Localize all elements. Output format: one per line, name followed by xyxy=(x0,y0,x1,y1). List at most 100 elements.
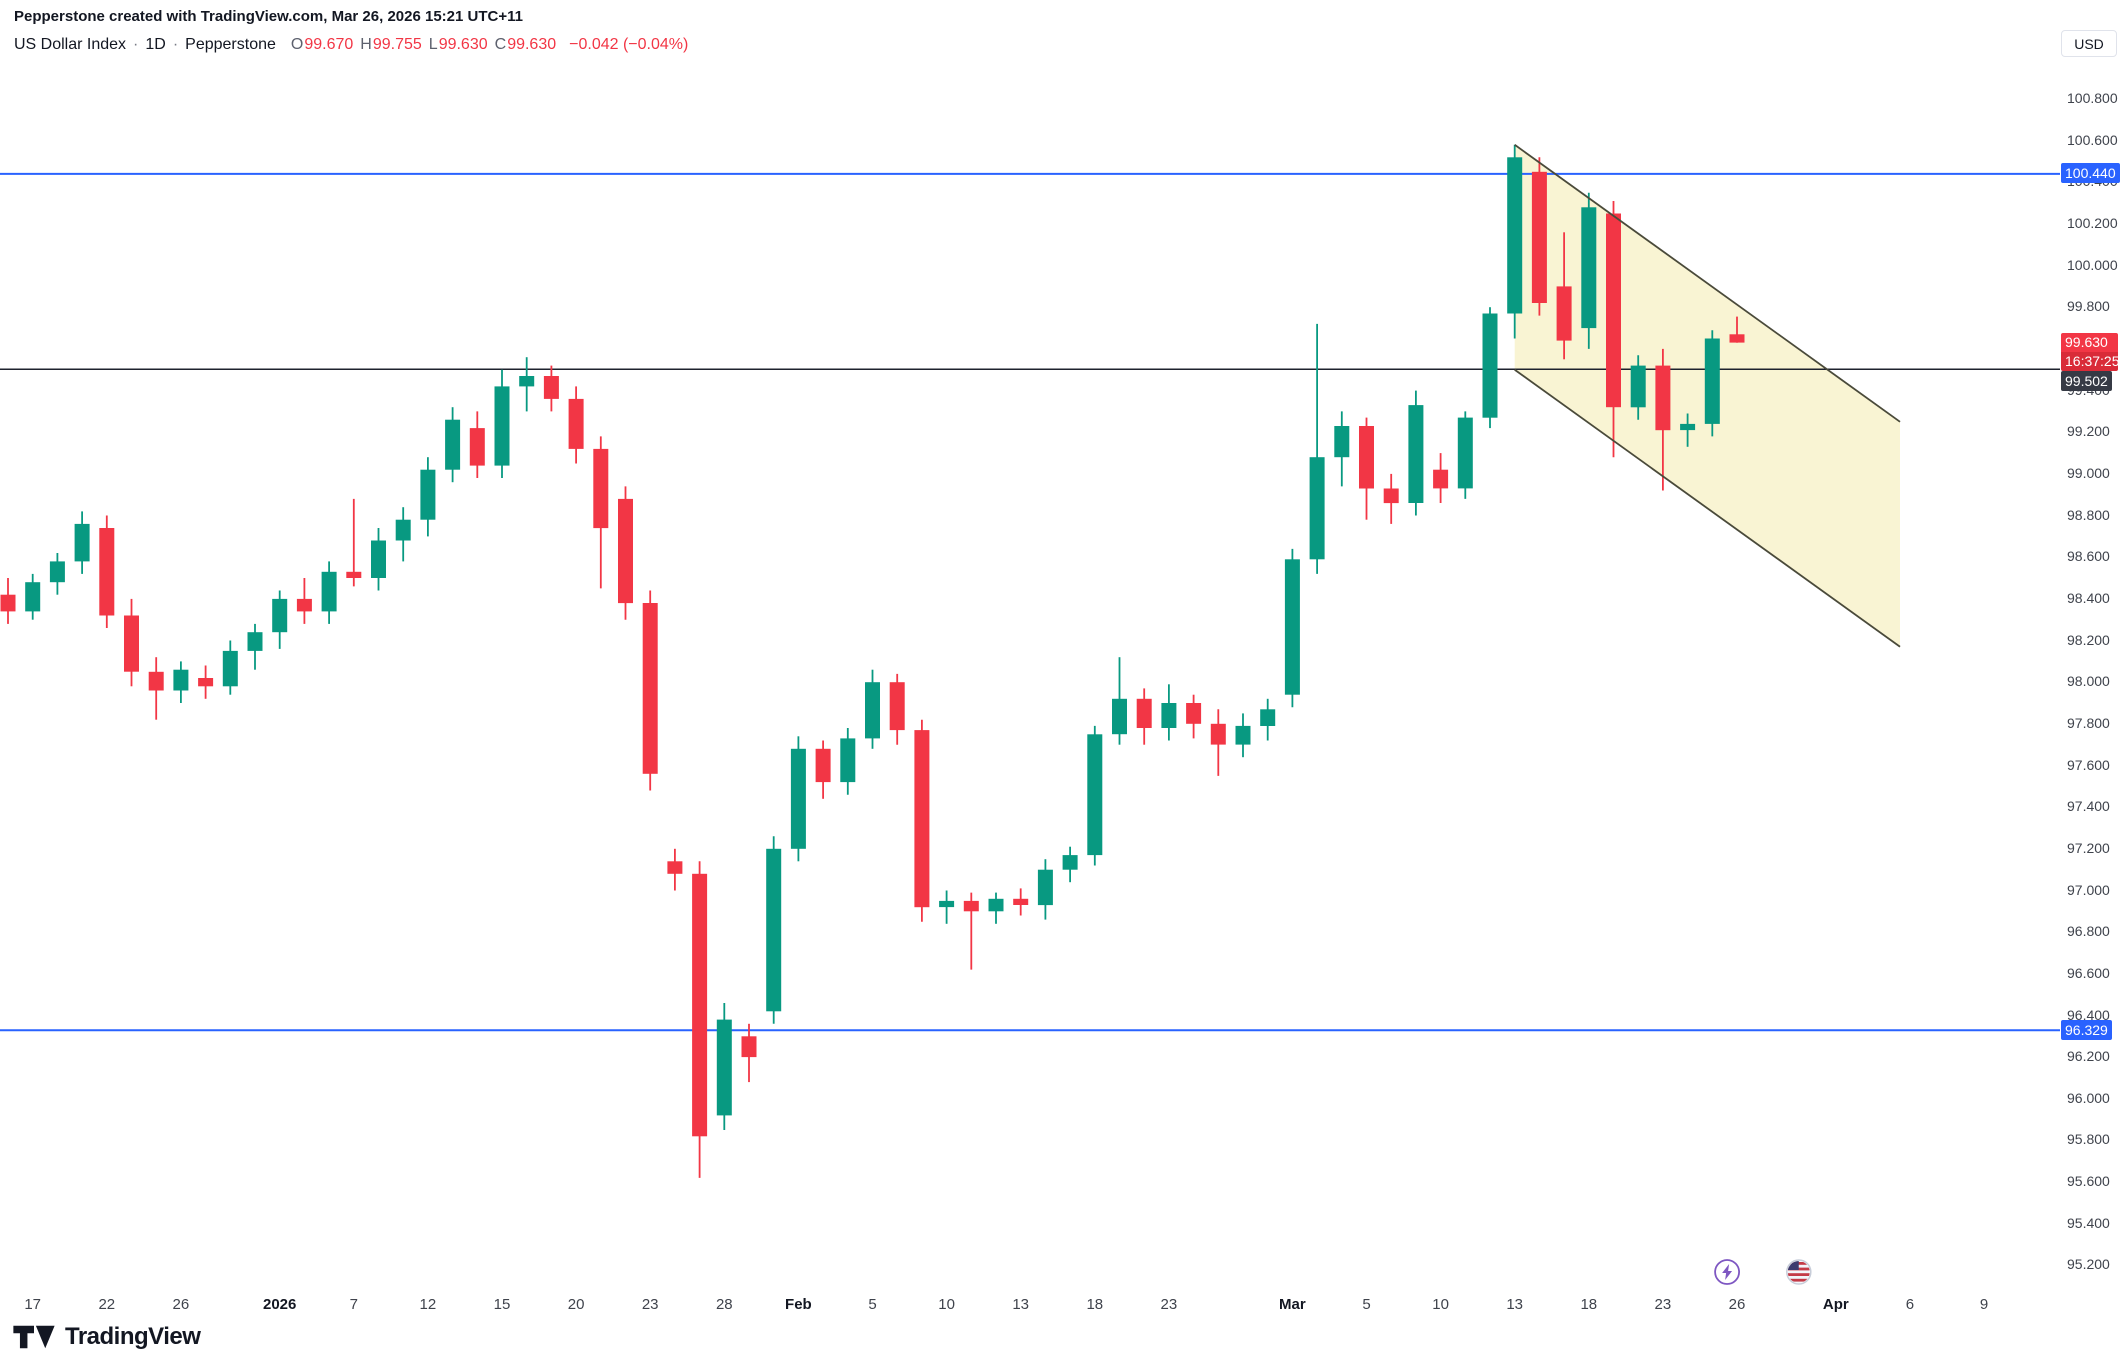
time-tick-label: 7 xyxy=(349,1296,358,1313)
separator-dot: · xyxy=(172,36,179,53)
candle-body xyxy=(1581,207,1597,329)
event-marker-lightning[interactable] xyxy=(1714,1259,1740,1285)
candle-body xyxy=(321,571,337,612)
candle-body xyxy=(272,598,288,633)
candle-body xyxy=(692,873,708,1137)
price-tick-label: 99.200 xyxy=(2067,423,2110,440)
candle-body xyxy=(445,419,461,470)
tradingview-logo-text: TradingView xyxy=(65,1323,201,1350)
candle-body xyxy=(1531,171,1547,303)
time-tick-label: 13 xyxy=(1012,1296,1030,1313)
candle-body xyxy=(840,738,856,783)
candle-body xyxy=(1556,286,1572,341)
time-tick-label: 12 xyxy=(419,1296,437,1313)
price-tick-label: 96.200 xyxy=(2067,1048,2110,1065)
tradingview-logo-icon xyxy=(13,1325,55,1349)
time-tick-label: 5 xyxy=(868,1296,877,1313)
candle-body xyxy=(49,561,65,583)
candle-body xyxy=(1309,457,1325,560)
candles-series xyxy=(0,144,1745,1178)
tradingview-logo[interactable]: TradingView xyxy=(12,1322,201,1352)
candle-body xyxy=(173,669,189,691)
time-tick-label: 15 xyxy=(493,1296,511,1313)
candle-body xyxy=(741,1036,757,1058)
time-tick-label: Apr xyxy=(1822,1296,1849,1313)
candle-body xyxy=(1037,869,1053,906)
candle-body xyxy=(1260,709,1276,726)
price-tick-label: 96.400 xyxy=(2067,1006,2110,1023)
candle-body xyxy=(889,682,905,731)
interval-label[interactable]: 1D xyxy=(145,36,166,53)
countdown-timer: 16:37:25 xyxy=(2061,351,2118,371)
candle-body xyxy=(296,598,312,612)
time-tick-label: 10 xyxy=(1432,1296,1449,1313)
price-tick-label: 97.600 xyxy=(2067,756,2110,773)
candle-body xyxy=(988,898,1004,912)
last-price-value: 99.630 xyxy=(2061,332,2118,352)
candle-body xyxy=(494,386,510,466)
candle-body xyxy=(1359,426,1374,489)
lightning-bolt xyxy=(1722,1264,1733,1280)
price-tick-label: 100.800 xyxy=(2067,89,2118,106)
candle-body xyxy=(642,603,658,774)
price-tick-label: 100.000 xyxy=(2067,256,2118,273)
ohlc-open: O 99.670 xyxy=(291,36,353,54)
candle-body xyxy=(815,748,831,783)
candle-body xyxy=(99,528,115,616)
candle-body xyxy=(346,571,362,578)
symbol-title[interactable]: US Dollar Index xyxy=(14,36,127,53)
price-tick-label: 97.400 xyxy=(2067,798,2110,815)
channel-lower-line[interactable] xyxy=(1514,369,1901,648)
candle-body xyxy=(1210,723,1226,745)
price-axis[interactable]: 100.800100.600100.400100.200100.00099.80… xyxy=(2060,0,2120,1292)
price-tick-label: 99.000 xyxy=(2067,464,2110,481)
candle-body xyxy=(593,448,609,529)
time-tick-label: 22 xyxy=(98,1296,116,1313)
candle-body xyxy=(420,469,436,520)
candle-body xyxy=(1433,469,1449,489)
time-tick-label: 26 xyxy=(172,1296,190,1313)
price-tick-label: 96.800 xyxy=(2067,923,2110,940)
candle-body xyxy=(124,615,139,672)
candle-body xyxy=(543,376,559,399)
candle-body xyxy=(74,523,90,562)
time-axis[interactable]: 17 22 26 2026 7 12 15 20 23 28 Feb 5 10 13 18 23 Mar 5 10 1… xyxy=(0,1292,2060,1322)
price-tick-label: 95.400 xyxy=(2067,1214,2110,1231)
price-tick-label: 98.000 xyxy=(2067,673,2110,690)
time-tick-label: 26 xyxy=(1728,1296,1746,1313)
candle-body xyxy=(1507,157,1523,314)
time-tick-label: Feb xyxy=(785,1296,812,1313)
ohlc-close: C 99.630 xyxy=(495,36,557,54)
time-tick-label: 23 xyxy=(641,1296,659,1313)
symbol-info-bar: US Dollar Index · 1D · Pepperstone O 99.6… xyxy=(14,36,688,54)
candle-body xyxy=(790,748,806,849)
channel-upper-line[interactable] xyxy=(1514,144,1901,423)
candle-body xyxy=(1482,313,1498,418)
time-tick-label: 20 xyxy=(567,1296,585,1313)
candle-body xyxy=(247,632,263,651)
candle-body xyxy=(1087,734,1103,856)
candle-body xyxy=(1112,698,1127,735)
candle-body xyxy=(1457,417,1473,489)
price-tick-label: 98.600 xyxy=(2067,548,2110,565)
price-change: −0.042 (−0.04%) xyxy=(569,36,689,53)
ohlc-low: L 99.630 xyxy=(429,36,488,54)
separator-dot: · xyxy=(133,36,139,53)
time-tick-label: 18 xyxy=(1086,1296,1104,1313)
provider-label[interactable]: Pepperstone xyxy=(185,36,276,53)
currency-button[interactable]: USD xyxy=(2061,30,2117,57)
candle-body xyxy=(568,398,584,449)
candle-body xyxy=(1655,365,1671,431)
candle-body xyxy=(914,730,930,908)
last-price-badge: 99.630 16:37:25 xyxy=(2061,332,2118,371)
price-tick-label: 95.200 xyxy=(2067,1256,2110,1273)
candle-body xyxy=(1704,338,1720,424)
price-tick-label: 95.800 xyxy=(2067,1131,2110,1148)
price-tick-label: 96.000 xyxy=(2067,1089,2110,1106)
candle-body xyxy=(1161,703,1177,728)
candle-body xyxy=(519,376,535,387)
price-level-label: 96.329 xyxy=(2061,1020,2112,1041)
candle-body xyxy=(1334,426,1350,458)
open-letter: O xyxy=(290,36,304,53)
